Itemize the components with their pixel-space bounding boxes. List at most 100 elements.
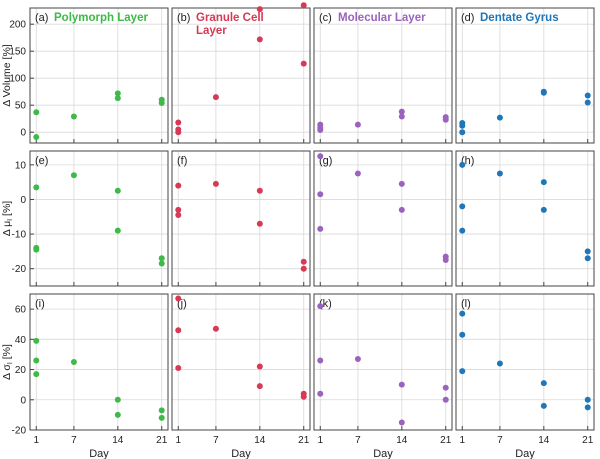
data-point — [175, 206, 182, 213]
panel-label: (a) — [35, 12, 48, 24]
y-tick-label: 150 — [9, 47, 26, 58]
data-point — [33, 357, 40, 364]
x-tick-label: 14 — [538, 435, 550, 446]
data-point — [114, 187, 121, 194]
panel-label: (j) — [177, 298, 187, 310]
y-tick-label: 10 — [15, 160, 27, 171]
x-axis-label: Day — [89, 448, 109, 459]
data-point — [459, 331, 466, 338]
data-point — [459, 122, 466, 129]
panel-title: Layer — [196, 25, 227, 37]
x-tick-label: 7 — [497, 435, 503, 446]
panel-frame — [455, 150, 595, 287]
y-tick-label: 50 — [15, 101, 27, 112]
data-point — [33, 337, 40, 344]
data-point — [300, 2, 307, 9]
data-point — [114, 411, 121, 418]
y-axis-label: Δ σI [%] — [1, 344, 14, 380]
data-point — [540, 206, 547, 213]
y-axis-label: Δ μI [%] — [1, 201, 14, 237]
data-point — [114, 396, 121, 403]
data-point — [496, 360, 503, 367]
x-tick-label: 21 — [156, 435, 168, 446]
x-tick-label: 14 — [254, 435, 266, 446]
panel-title: Polymorph Layer — [54, 12, 148, 24]
data-point — [317, 390, 324, 397]
data-point — [33, 134, 40, 141]
panel-frame — [313, 150, 453, 287]
data-point — [540, 402, 547, 409]
x-tick-label: 1 — [33, 435, 39, 446]
panel-label: (i) — [35, 298, 45, 310]
data-point — [584, 404, 591, 411]
data-point — [70, 113, 77, 120]
x-tick-label: 7 — [355, 435, 361, 446]
data-point — [317, 127, 324, 134]
y-tick-label: -20 — [12, 264, 27, 275]
data-point — [175, 129, 182, 136]
data-point — [398, 381, 405, 388]
panel-label: (l) — [461, 298, 471, 310]
data-point — [584, 248, 591, 255]
data-point — [459, 161, 466, 168]
data-point — [175, 295, 182, 302]
data-point — [175, 119, 182, 126]
data-point — [300, 265, 307, 272]
y-tick-label: 200 — [9, 20, 26, 31]
x-tick-label: 1 — [459, 435, 465, 446]
data-point — [175, 212, 182, 219]
data-point — [300, 393, 307, 400]
panel-title: Molecular Layer — [338, 12, 426, 24]
y-tick-label: 0 — [20, 128, 26, 139]
data-point — [114, 90, 121, 97]
data-point — [459, 227, 466, 234]
panel-frame — [171, 150, 311, 287]
data-point — [584, 255, 591, 262]
data-point — [317, 225, 324, 232]
data-point — [496, 170, 503, 177]
data-point — [398, 113, 405, 120]
panel-label: (e) — [35, 155, 48, 167]
panel-label: (b) — [177, 12, 190, 24]
x-tick-label: 21 — [582, 435, 594, 446]
y-tick-label: 0 — [20, 395, 26, 406]
data-point — [442, 384, 449, 391]
data-point — [398, 108, 405, 115]
data-point — [300, 60, 307, 67]
data-point — [496, 114, 503, 121]
data-point — [158, 260, 165, 267]
data-point — [442, 257, 449, 264]
data-point — [398, 180, 405, 187]
data-point — [354, 170, 361, 177]
data-point — [256, 187, 263, 194]
panel-frame — [313, 7, 453, 144]
x-tick-label: 21 — [440, 435, 452, 446]
data-point — [33, 244, 40, 251]
data-point — [442, 116, 449, 123]
y-tick-label: -10 — [12, 230, 27, 241]
panel-label: (d) — [461, 12, 474, 24]
panel-label: (c) — [319, 12, 332, 24]
data-point — [158, 100, 165, 107]
data-point — [540, 89, 547, 96]
data-point — [114, 95, 121, 102]
data-point — [584, 92, 591, 99]
x-tick-label: 1 — [175, 435, 181, 446]
panel-frame — [171, 293, 311, 431]
panel-label: (f) — [177, 155, 187, 167]
data-point — [317, 153, 324, 160]
x-axis-label: Day — [373, 448, 393, 459]
x-tick-label: 14 — [112, 435, 124, 446]
y-tick-label: 100 — [9, 74, 26, 85]
panel-title: Dentate Gyrus — [480, 12, 559, 24]
data-point — [175, 327, 182, 334]
y-tick-label: -20 — [12, 426, 27, 437]
data-point — [256, 36, 263, 43]
data-point — [212, 325, 219, 332]
data-point — [540, 380, 547, 387]
data-point — [459, 368, 466, 375]
x-tick-label: 7 — [213, 435, 219, 446]
data-point — [317, 191, 324, 198]
y-tick-label: 0 — [20, 195, 26, 206]
